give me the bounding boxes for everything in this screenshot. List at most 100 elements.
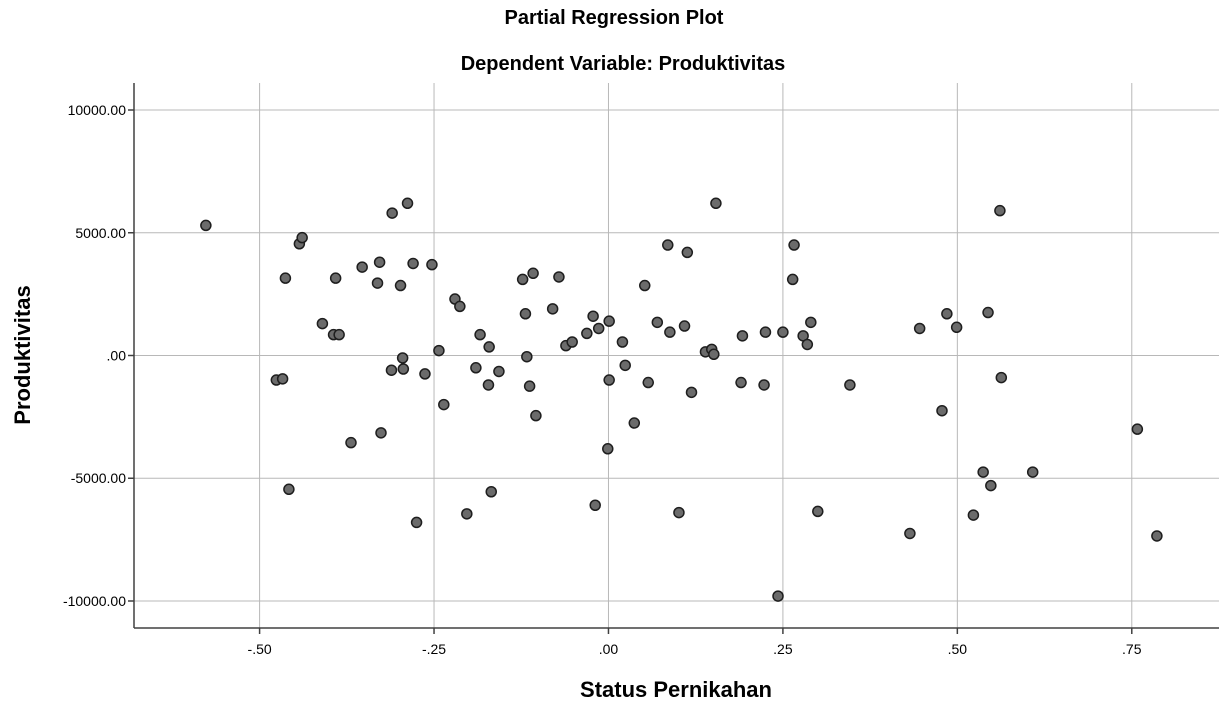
data-point [678, 320, 691, 332]
data-point [296, 231, 308, 244]
data-point [454, 300, 466, 313]
data-point [941, 308, 953, 320]
data-point [936, 404, 948, 417]
data-point [685, 386, 698, 399]
data-point [616, 336, 629, 348]
data-point [710, 197, 722, 210]
data-point [482, 379, 495, 391]
data-point [904, 527, 916, 540]
chart-title: Partial Regression Plot [505, 7, 724, 29]
data-points [200, 197, 1163, 602]
axes [128, 83, 1219, 634]
x-tick-label: -.25 [422, 641, 446, 657]
data-point [786, 273, 799, 286]
y-tick-label: .00 [107, 348, 127, 364]
data-point [758, 379, 770, 391]
x-tick-label: .25 [773, 641, 793, 657]
data-point [982, 306, 994, 319]
x-tick-label: .75 [1122, 641, 1142, 657]
data-point [521, 350, 533, 363]
data-point [396, 352, 409, 364]
data-point [801, 338, 814, 351]
x-axis-title: Status Pernikahan [580, 677, 772, 702]
data-point [642, 376, 654, 389]
data-point [589, 499, 601, 512]
data-point [805, 316, 817, 329]
data-point [985, 479, 997, 492]
data-point [345, 436, 357, 449]
data-point [587, 310, 599, 322]
y-tick-label: 5000.00 [75, 225, 126, 241]
data-point [788, 239, 800, 251]
data-point [1151, 530, 1163, 542]
data-point [553, 271, 565, 283]
data-point [200, 219, 212, 232]
data-point [1026, 466, 1039, 478]
data-point [603, 374, 615, 386]
data-point [397, 363, 410, 375]
tick-labels: -.50 -.25 .00 .25 .50 .75 10000.00 5000.00 .00 -5… [63, 102, 1142, 657]
data-point [708, 348, 720, 361]
y-tick-label: -5000.00 [71, 470, 126, 486]
data-point [639, 279, 651, 292]
y-tick-label: -10000.00 [63, 593, 126, 609]
data-point [664, 326, 676, 338]
data-point [493, 365, 505, 378]
data-point [628, 417, 641, 429]
data-point [977, 466, 989, 478]
data-point [995, 371, 1008, 384]
data-point [735, 376, 747, 389]
data-point [662, 239, 674, 251]
data-point [592, 322, 605, 335]
data-point [516, 273, 529, 286]
x-tick-label: .00 [599, 641, 619, 657]
data-point [407, 257, 419, 270]
data-point [394, 279, 407, 292]
data-point [474, 328, 486, 341]
grid-lines [134, 83, 1219, 628]
data-point [651, 316, 664, 329]
data-point [283, 483, 295, 496]
data-point [375, 427, 387, 439]
data-point [371, 277, 384, 289]
data-point [410, 516, 423, 529]
data-point [483, 341, 495, 353]
data-point [333, 328, 345, 341]
data-point [276, 373, 289, 385]
chart-subtitle: Dependent Variable: Produktivitas [461, 53, 786, 75]
data-point [681, 246, 694, 259]
data-point [461, 508, 473, 520]
y-axis-title: Produktivitas [10, 285, 35, 424]
data-point [777, 326, 789, 338]
x-tick-label: -.50 [248, 641, 272, 657]
data-point [566, 336, 578, 348]
data-point [385, 364, 398, 376]
data-point [419, 368, 431, 380]
data-point [1131, 423, 1144, 435]
data-point [426, 258, 438, 271]
data-point [913, 322, 926, 335]
data-point [772, 590, 784, 602]
x-tick-label: .50 [948, 641, 968, 657]
data-point [619, 359, 631, 372]
data-point [316, 317, 329, 330]
data-point [602, 443, 614, 455]
data-point [523, 380, 536, 392]
data-point [546, 303, 559, 315]
data-point [373, 256, 386, 268]
data-point [603, 315, 615, 327]
y-tick-label: 10000.00 [68, 102, 127, 118]
data-point [438, 398, 450, 411]
data-point [812, 505, 824, 518]
data-point [736, 330, 749, 342]
data-point [485, 486, 497, 498]
data-point [581, 327, 593, 340]
data-point [994, 204, 1006, 217]
data-point [329, 272, 342, 284]
data-point [673, 506, 685, 519]
data-point [433, 344, 445, 357]
data-point [356, 261, 368, 273]
data-point [401, 197, 414, 210]
data-point [519, 308, 532, 320]
